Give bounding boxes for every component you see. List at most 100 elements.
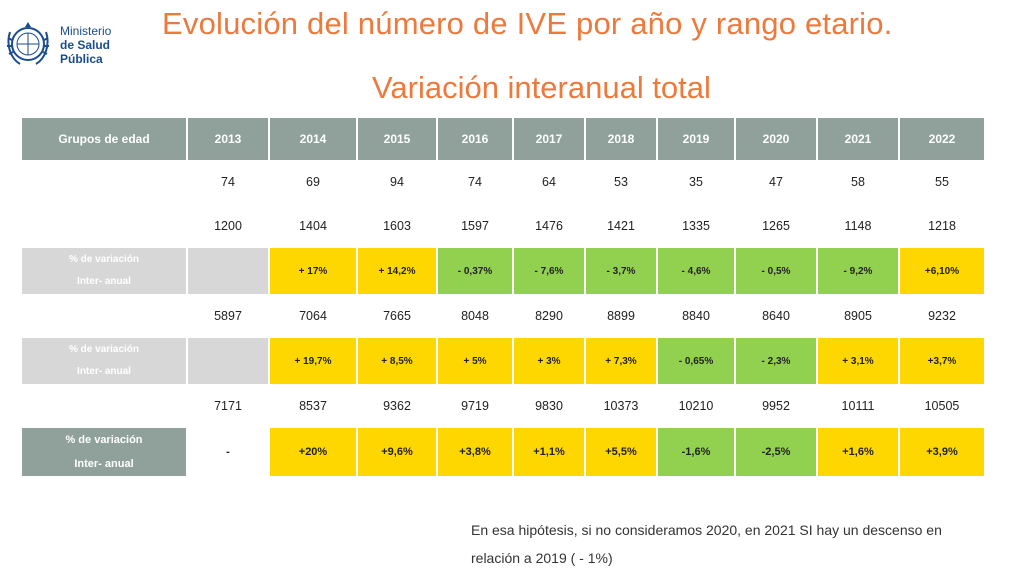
value-cell: 55 xyxy=(900,160,984,204)
pct-cell: -1,6% xyxy=(658,428,734,476)
header-cell: 2021 xyxy=(818,118,898,160)
value-cell: 1200 xyxy=(188,204,268,248)
value-cell: 8905 xyxy=(818,294,898,338)
value-cell: 47 xyxy=(736,160,816,204)
value-cell: 8899 xyxy=(586,294,656,338)
value-cell: 1218 xyxy=(900,204,984,248)
footnote-line2: relación a 2019 ( - 1%) xyxy=(471,550,613,566)
value-cell: 1265 xyxy=(736,204,816,248)
value-cell: 64 xyxy=(514,160,584,204)
pct-cell: - 4,6% xyxy=(658,248,734,294)
pct-row-label: % de variación Inter- anual xyxy=(22,428,186,476)
pct-cell: +3,9% xyxy=(900,428,984,476)
header-cell: 2020 xyxy=(736,118,816,160)
pct-row-label: % de variación Inter- anual xyxy=(22,338,186,384)
pct-cell: - 9,2% xyxy=(818,248,898,294)
value-cell: 10505 xyxy=(900,384,984,428)
pct-cell: + 19,7% xyxy=(270,338,356,384)
value-cell: 1421 xyxy=(586,204,656,248)
header-cell: 2018 xyxy=(586,118,656,160)
value-cell: 8537 xyxy=(270,384,356,428)
value-cell: 8840 xyxy=(658,294,734,338)
pct-label-line2: Inter- anual xyxy=(77,366,131,377)
value-cell: 1335 xyxy=(658,204,734,248)
value-cell: 58 xyxy=(818,160,898,204)
pct-cell xyxy=(188,248,268,294)
footnote-line1: En esa hipótesis, si no consideramos 202… xyxy=(471,522,942,538)
value-cell: 9719 xyxy=(438,384,512,428)
header-cell: 2016 xyxy=(438,118,512,160)
value-cell: 1148 xyxy=(818,204,898,248)
row-pct-total: % de variación Inter- anual - +20% +9,6%… xyxy=(22,428,984,476)
value-cell: 8048 xyxy=(438,294,512,338)
value-cell: 9830 xyxy=(514,384,584,428)
pct-cell: +6,10% xyxy=(900,248,984,294)
row-pct-20-plus: % de variación Inter- anual + 19,7% + 8,… xyxy=(22,338,984,384)
value-cell: 1603 xyxy=(358,204,436,248)
table-header-row: Grupos de edad 2013 2014 2015 2016 2017 … xyxy=(22,118,984,160)
value-cell: 7171 xyxy=(188,384,268,428)
value-cell: 74 xyxy=(438,160,512,204)
header-cell: Grupos de edad xyxy=(22,118,186,160)
value-cell: 1404 xyxy=(270,204,356,248)
pct-cell: + 3,1% xyxy=(818,338,898,384)
value-cell: 9232 xyxy=(900,294,984,338)
row-label: Menores de 15 xyxy=(22,160,186,204)
pct-cell: - 3,7% xyxy=(586,248,656,294)
header-cell: 2013 xyxy=(188,118,268,160)
pct-cell xyxy=(188,338,268,384)
row-label: 20 años o más xyxy=(22,294,186,338)
pct-cell: +3,7% xyxy=(900,338,984,384)
value-cell: 10373 xyxy=(586,384,656,428)
row-20-plus: 20 años o más 5897 7064 7665 8048 8290 8… xyxy=(22,294,984,338)
page-title: Evolución del número de IVE por año y ra… xyxy=(162,6,893,41)
value-cell: 10111 xyxy=(818,384,898,428)
pct-cell: +3,8% xyxy=(438,428,512,476)
pct-row-label: % de variación Inter- anual xyxy=(22,248,186,294)
ive-data-table: Grupos de edad 2013 2014 2015 2016 2017 … xyxy=(20,118,986,476)
pct-label-line1: % de variación xyxy=(65,434,143,446)
pct-cell: - 0,5% xyxy=(736,248,816,294)
footnote: En esa hipótesis, si no consideramos 202… xyxy=(471,516,1016,572)
pct-cell: +5,5% xyxy=(586,428,656,476)
value-cell: 74 xyxy=(188,160,268,204)
value-cell: 10210 xyxy=(658,384,734,428)
value-cell: 7665 xyxy=(358,294,436,338)
header-cell: 2019 xyxy=(658,118,734,160)
ministry-logo: Ministerio de Salud Pública xyxy=(4,14,154,78)
pct-cell: -2,5% xyxy=(736,428,816,476)
pct-cell: +20% xyxy=(270,428,356,476)
page-subtitle: Variación interanual total xyxy=(372,70,711,105)
value-cell: 53 xyxy=(586,160,656,204)
row-label: 15 a 19 años xyxy=(22,204,186,248)
value-cell: 35 xyxy=(658,160,734,204)
pct-cell: + 5% xyxy=(438,338,512,384)
pct-cell: - xyxy=(226,446,230,458)
pct-cell: - 0,37% xyxy=(438,248,512,294)
ministry-name-line2: de Salud xyxy=(60,38,111,52)
pct-cell: + 14,2% xyxy=(358,248,436,294)
header-cell: 2015 xyxy=(358,118,436,160)
uruguay-seal-icon xyxy=(7,22,49,65)
row-label: TOTAL xyxy=(22,384,186,428)
value-cell: 69 xyxy=(270,160,356,204)
row-menores-15: Menores de 15 74 69 94 74 64 53 35 47 58… xyxy=(22,160,984,204)
pct-cell: - 2,3% xyxy=(736,338,816,384)
pct-cell: + 8,5% xyxy=(358,338,436,384)
row-pct-15-19: % de variación Inter- anual + 17% + 14,2… xyxy=(22,248,984,294)
ministry-name-line1: Ministerio xyxy=(60,24,112,38)
row-15-19: 15 a 19 años 1200 1404 1603 1597 1476 14… xyxy=(22,204,984,248)
pct-cell: +9,6% xyxy=(358,428,436,476)
header-cell: 2017 xyxy=(514,118,584,160)
pct-label-line1: % de variación xyxy=(68,254,140,265)
value-cell: 9952 xyxy=(736,384,816,428)
value-cell: 5897 xyxy=(188,294,268,338)
value-cell: 8290 xyxy=(514,294,584,338)
ministry-name: Ministerio de Salud Pública xyxy=(60,24,156,66)
value-cell: 1476 xyxy=(514,204,584,248)
value-cell: 7064 xyxy=(270,294,356,338)
pct-cell: +1,1% xyxy=(514,428,584,476)
value-cell: 1597 xyxy=(438,204,512,248)
header-cell: 2014 xyxy=(270,118,356,160)
value-cell: 9362 xyxy=(358,384,436,428)
